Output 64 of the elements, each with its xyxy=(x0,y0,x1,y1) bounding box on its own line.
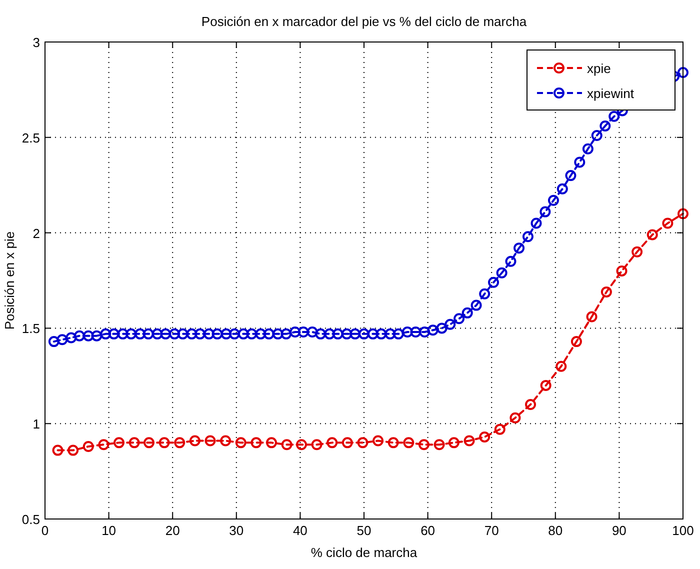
point xyxy=(52,444,64,456)
y-tick-label: 2 xyxy=(32,226,40,241)
x-axis-title: % ciclo de marcha xyxy=(310,545,418,560)
point xyxy=(68,444,79,456)
x-tick-label: 80 xyxy=(548,523,563,538)
point xyxy=(143,437,154,448)
point xyxy=(434,439,445,450)
point xyxy=(220,435,232,446)
point xyxy=(174,437,186,448)
chart-title: Posición en x marcador del pie vs % del ciclo de marcha xyxy=(201,14,528,29)
point xyxy=(479,431,490,442)
y-axis-title: Posición en x pie xyxy=(2,231,17,330)
legend-label: xpie xyxy=(587,61,611,76)
point xyxy=(250,437,262,448)
point xyxy=(342,437,353,448)
point xyxy=(418,439,430,450)
y-tick-label: 0.5 xyxy=(22,512,40,527)
point xyxy=(266,437,277,448)
point xyxy=(98,439,110,450)
x-tick-label: 20 xyxy=(165,523,180,538)
point xyxy=(632,246,643,258)
point xyxy=(114,437,125,448)
y-tick-label: 3 xyxy=(32,35,40,50)
point xyxy=(494,424,506,435)
x-tick-label: 50 xyxy=(356,523,372,538)
x-tick-label: 90 xyxy=(612,523,626,538)
point xyxy=(189,435,200,446)
point xyxy=(311,439,322,450)
y-tick-label: 2.5 xyxy=(22,130,40,146)
point xyxy=(448,437,460,448)
point xyxy=(556,360,567,372)
y-tick-label: 1.5 xyxy=(22,321,40,336)
point xyxy=(204,435,216,446)
point xyxy=(372,435,384,446)
point xyxy=(388,437,399,448)
x-tick-label: 30 xyxy=(229,523,244,538)
point xyxy=(235,437,246,448)
point xyxy=(525,399,536,410)
x-tick-label: 10 xyxy=(102,523,116,538)
point xyxy=(540,380,552,391)
point xyxy=(158,437,170,448)
point xyxy=(403,437,414,448)
point xyxy=(662,218,674,229)
x-tick-label: 70 xyxy=(484,523,499,538)
point xyxy=(128,437,140,448)
point xyxy=(600,286,612,298)
point xyxy=(464,435,475,446)
x-tick-label: 100 xyxy=(672,523,694,538)
x-tick-label: 60 xyxy=(420,523,436,538)
point xyxy=(678,208,688,220)
point xyxy=(296,439,307,450)
x-tick-label: 40 xyxy=(292,523,308,538)
y-tick-label: 1 xyxy=(32,416,40,432)
point xyxy=(570,336,582,348)
point xyxy=(281,439,292,450)
point xyxy=(646,229,658,240)
point xyxy=(357,437,368,448)
point xyxy=(82,440,94,452)
x-tick-label: 0 xyxy=(41,523,49,538)
point xyxy=(510,412,521,424)
point xyxy=(616,265,628,276)
legend-label: xpiewint xyxy=(587,86,634,101)
point xyxy=(326,437,338,448)
point xyxy=(586,311,598,322)
